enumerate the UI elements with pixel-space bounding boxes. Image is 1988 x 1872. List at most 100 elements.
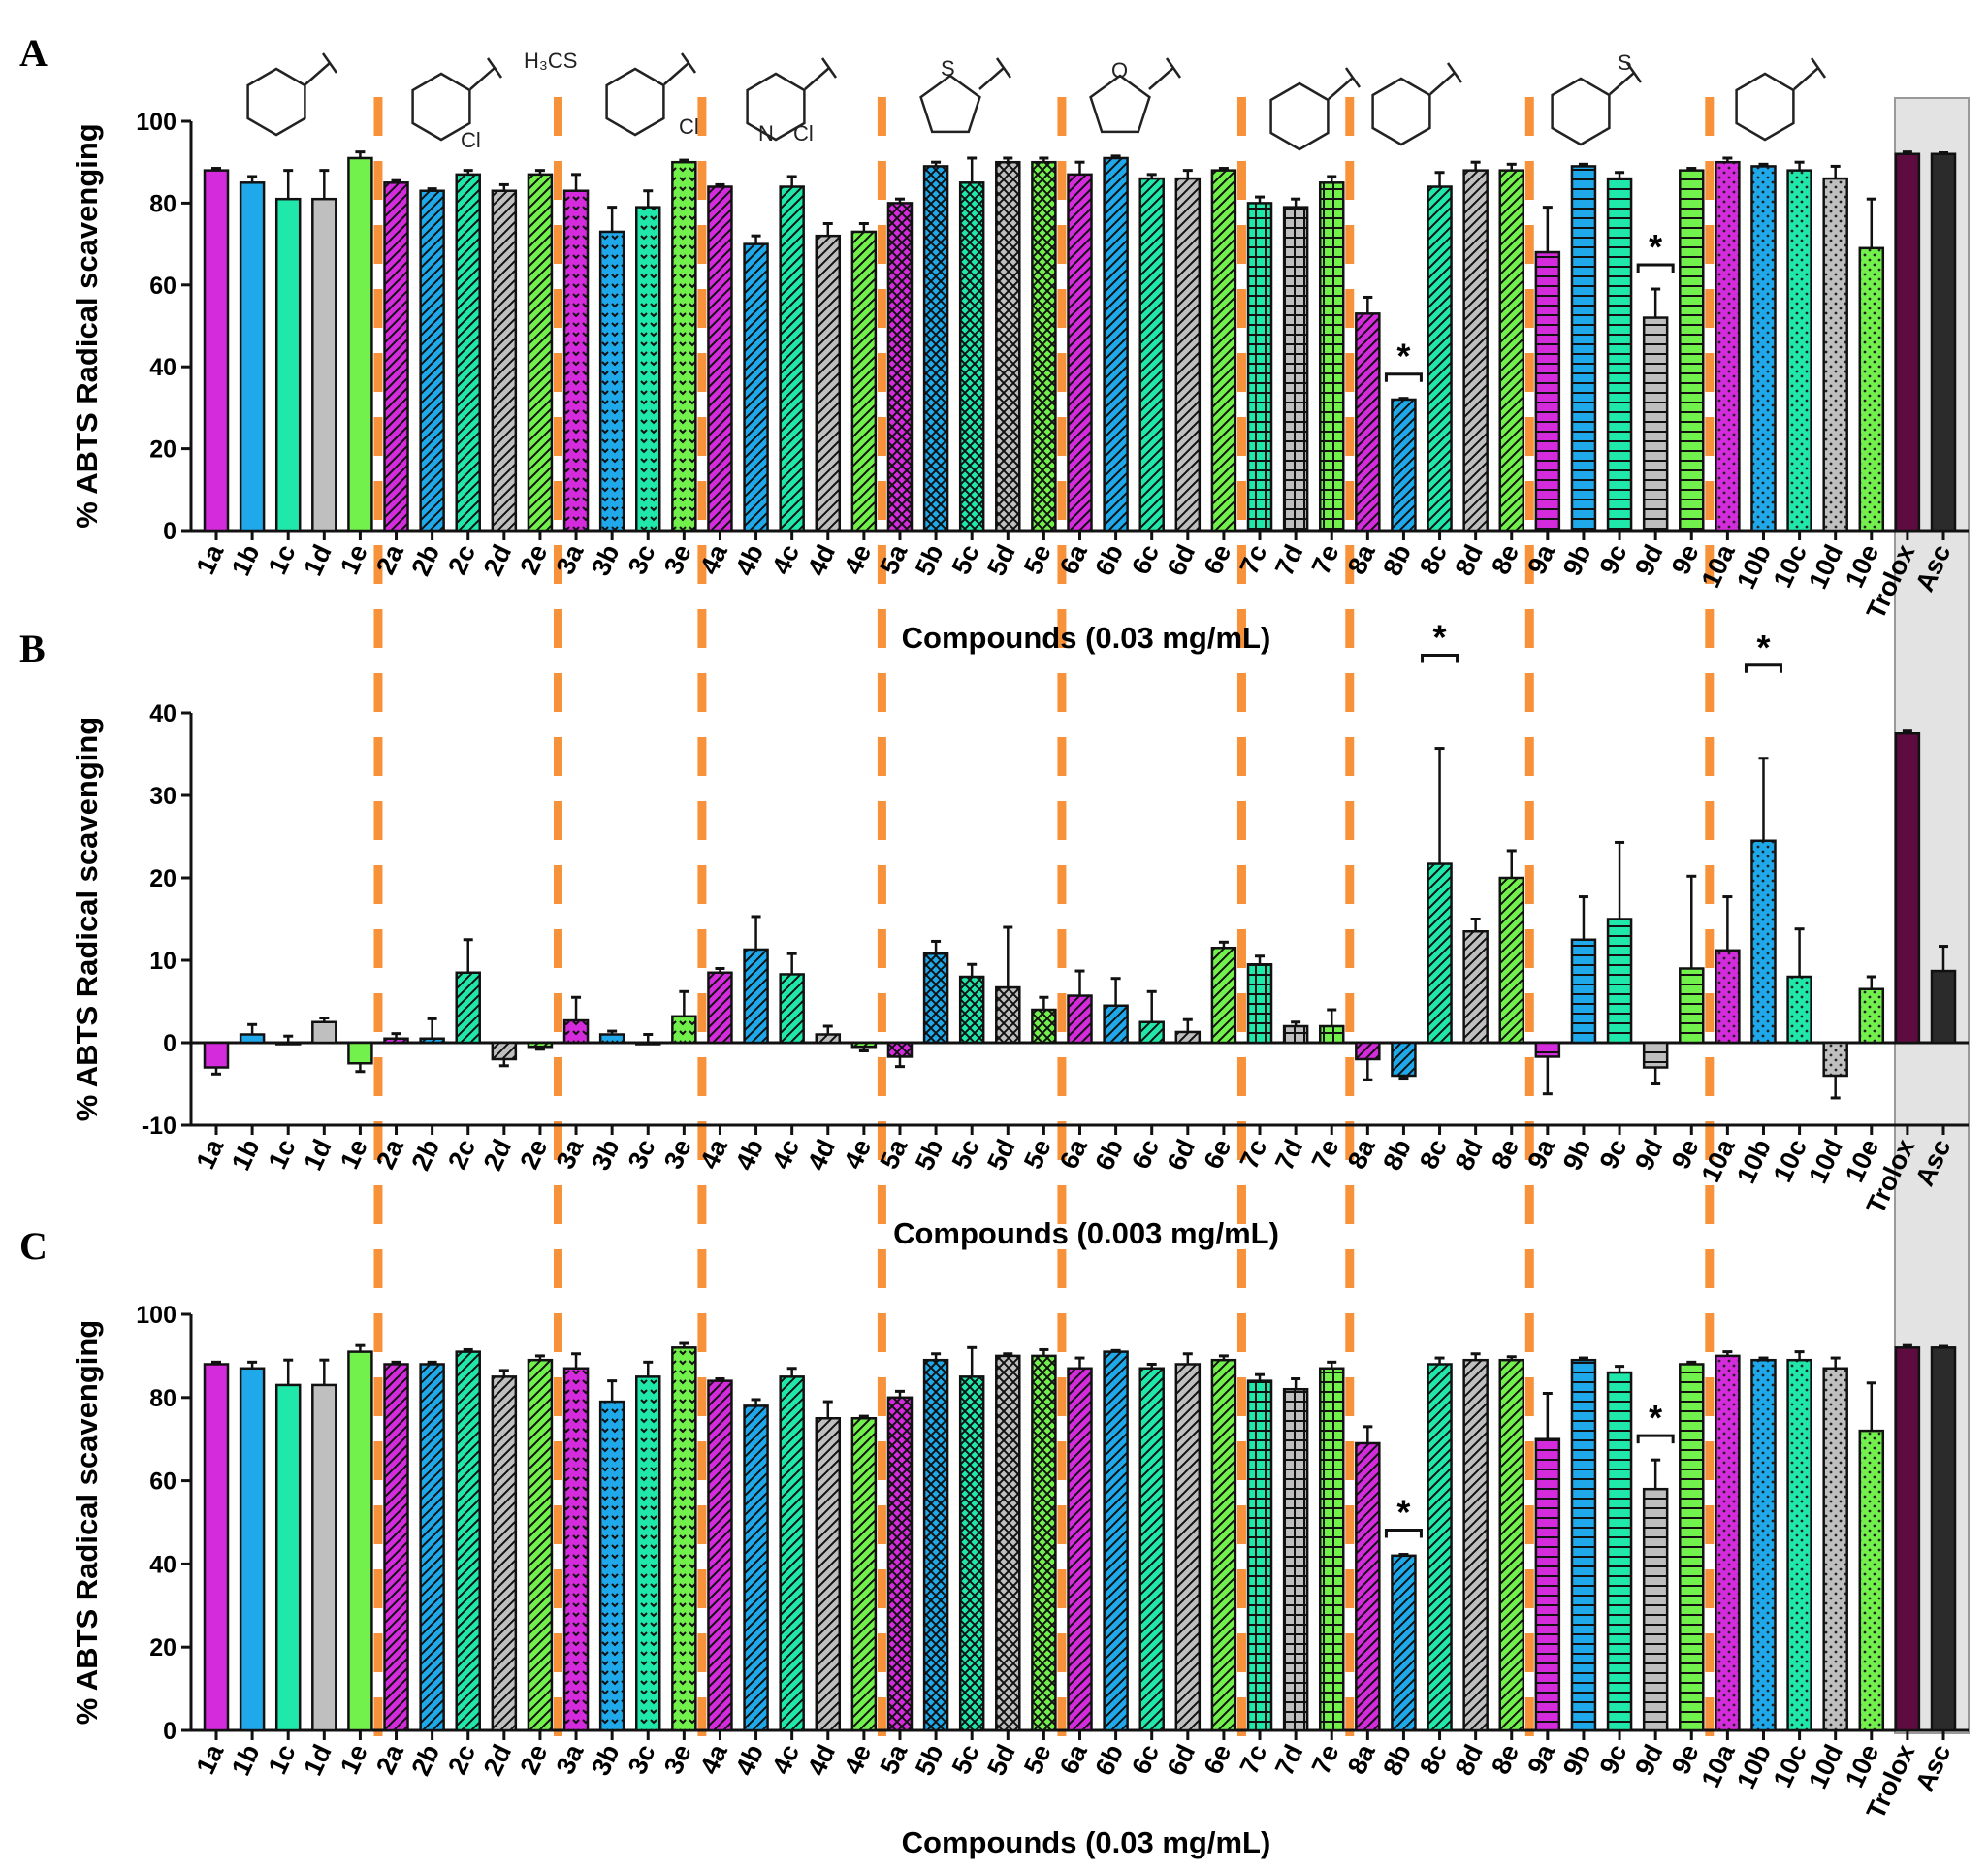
x-tick-label: 1b	[226, 1135, 266, 1175]
bar-8c	[1427, 862, 1453, 1045]
y-tick-label: 40	[149, 700, 176, 727]
bar-1a	[203, 169, 230, 533]
x-tick-label: 6b	[1090, 1135, 1130, 1175]
bar-5d	[995, 985, 1021, 1045]
x-tick-label: 2e	[514, 540, 553, 579]
bar-9b	[1570, 938, 1597, 1045]
bar-5e	[1031, 1354, 1057, 1732]
x-tick-label: 1c	[263, 540, 302, 579]
y-tick-label: 10	[149, 948, 176, 975]
x-tick-label: 5b	[910, 540, 949, 580]
significance-bracket	[1744, 663, 1782, 673]
bar-9e	[1679, 1363, 1705, 1732]
x-tick-label: 4e	[838, 540, 877, 579]
x-tick-label: 8b	[1377, 540, 1417, 580]
bar-2b	[419, 1363, 445, 1732]
y-tick-label: 20	[149, 1634, 176, 1662]
bar-2e	[527, 1041, 554, 1049]
bar-3a	[562, 1018, 590, 1045]
attachment-bond	[804, 57, 838, 90]
bar-8d	[1462, 1358, 1489, 1732]
bar-4b	[743, 948, 769, 1045]
x-tick-label: 3b	[586, 1740, 625, 1780]
bar-3a	[562, 1367, 590, 1732]
x-tick-label: 7e	[1306, 540, 1345, 579]
x-tick-label: 10b	[1731, 1740, 1777, 1793]
x-tick-label: 10a	[1696, 539, 1742, 592]
bar-9c	[1606, 918, 1633, 1045]
structure-ring	[605, 67, 665, 137]
bar-9b	[1570, 165, 1597, 533]
bar-4c	[779, 1375, 805, 1732]
bar-10a	[1715, 949, 1741, 1045]
bar-8a	[1355, 1041, 1381, 1061]
bar-3e	[671, 160, 697, 533]
y-tick-label: 40	[149, 354, 176, 381]
bar-6e	[1210, 947, 1237, 1045]
bar-2a	[383, 1037, 409, 1045]
significance-marker: *	[1433, 618, 1447, 658]
x-tick-label: 1e	[335, 1740, 373, 1779]
attachment-bond	[305, 52, 338, 85]
x-tick-label: 6c	[1126, 1740, 1165, 1779]
x-tick-label: 5e	[1018, 1740, 1057, 1779]
x-tick-label: 6b	[1090, 1740, 1130, 1780]
x-tick-label: 1a	[191, 1134, 230, 1174]
bar-3b	[598, 230, 625, 533]
bar-Asc	[1930, 969, 1957, 1045]
bar-10d	[1822, 1041, 1848, 1078]
x-tick-label: 9d	[1629, 540, 1669, 580]
bar-4e	[850, 1417, 878, 1732]
bar-6a	[1067, 994, 1093, 1045]
x-tick-label: 7d	[1269, 540, 1309, 580]
x-tick-label: 8e	[1486, 1135, 1524, 1174]
y-tick-label: 0	[163, 1718, 176, 1745]
bar-5e	[1031, 1008, 1057, 1045]
bar-9b	[1570, 1358, 1597, 1732]
x-tick-label: 2b	[406, 1740, 446, 1780]
bar-3c	[635, 1375, 661, 1732]
bar-1c	[274, 197, 302, 533]
structure-label: Cl	[793, 121, 814, 145]
bar-8e	[1498, 169, 1524, 533]
bar-6b	[1103, 156, 1129, 533]
structure-ring	[1089, 74, 1151, 134]
bar-Asc	[1930, 1346, 1957, 1732]
x-tick-label: 7e	[1306, 1740, 1345, 1779]
x-tick-label: 1b	[226, 540, 266, 580]
bar-2a	[383, 1363, 409, 1732]
x-tick-label: 3c	[623, 1740, 661, 1779]
x-tick-label: 7d	[1269, 1135, 1309, 1175]
x-tick-label: 7d	[1269, 1740, 1309, 1780]
x-tick-label: 10d	[1803, 1740, 1848, 1793]
chemical-structures: Cl H₃CS Cl N Cl S O S	[246, 48, 1827, 152]
bar-4a	[707, 1379, 733, 1732]
bar-10a	[1715, 160, 1741, 533]
structure-label: N	[758, 121, 774, 145]
x-tick-label: 2b	[406, 1135, 446, 1175]
bar-2b	[419, 1037, 445, 1045]
bar-5d	[995, 1354, 1021, 1732]
bar-1a	[203, 1363, 230, 1732]
x-tick-label: 1b	[226, 1740, 266, 1780]
bar-2c	[455, 173, 481, 533]
x-tick-label: 1e	[335, 1135, 373, 1174]
bar-4c	[779, 973, 805, 1045]
bar-7c	[1246, 202, 1273, 533]
bar-6d	[1174, 177, 1202, 533]
bar-3b	[598, 1033, 625, 1045]
x-tick-label: 9c	[1594, 1740, 1633, 1779]
x-tick-label: 6c	[1126, 540, 1165, 579]
bar-7d	[1282, 1024, 1309, 1045]
significance-bracket	[1384, 1529, 1423, 1538]
x-tick-label: 6e	[1198, 1135, 1236, 1174]
attachment-bond	[1328, 67, 1362, 100]
y-tick-label: 60	[149, 273, 176, 300]
bar-10a	[1715, 1354, 1741, 1732]
x-tick-label: 8b	[1377, 1740, 1417, 1780]
x-tick-label: 3e	[658, 540, 697, 579]
y-tick-label: 0	[163, 518, 176, 545]
structure-ring	[411, 72, 471, 142]
bar-8c	[1427, 185, 1453, 533]
